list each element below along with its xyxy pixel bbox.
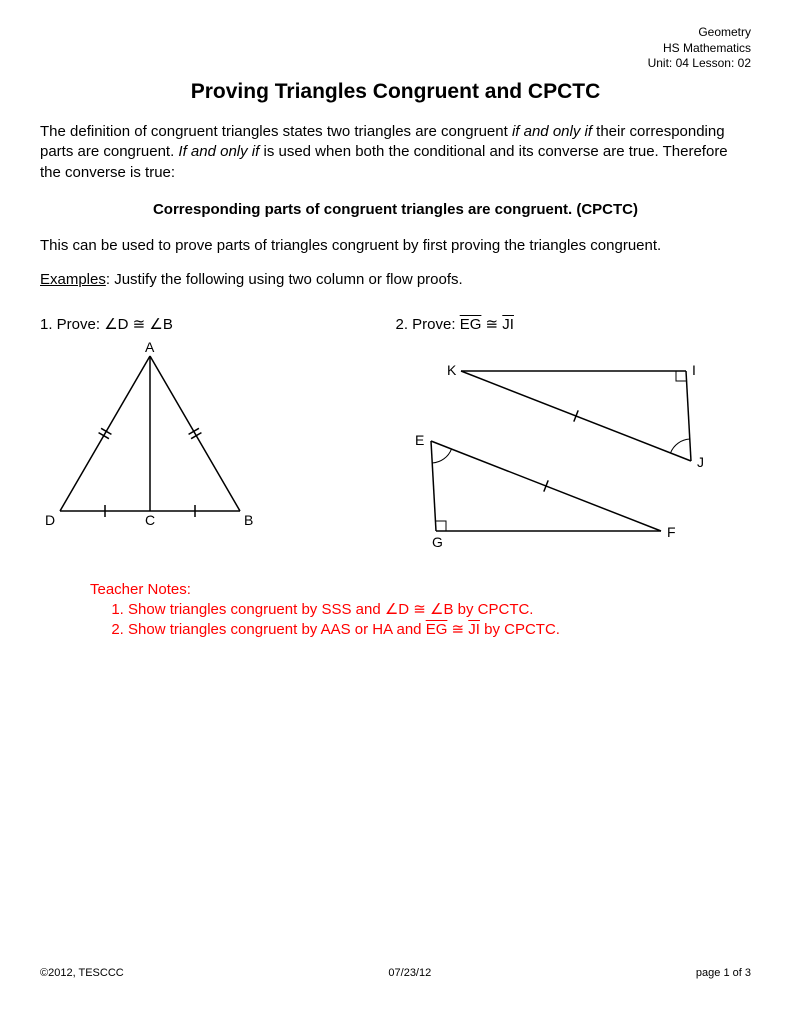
footer-left: ©2012, TESCCC <box>40 967 124 979</box>
svg-text:G: G <box>432 534 443 550</box>
svg-text:F: F <box>667 524 676 540</box>
header-meta: Geometry HS Mathematics Unit: 04 Lesson:… <box>648 25 751 72</box>
examples-line: Examples: Justify the following using tw… <box>40 270 751 290</box>
problem-1-prove: 1. Prove: ∠D ≅ ∠B <box>40 315 396 333</box>
svg-text:D: D <box>45 512 55 528</box>
footer-right: page 1 of 3 <box>696 967 751 979</box>
note-2: Show triangles congruent by AAS or HA an… <box>128 620 751 638</box>
problem-2-prove: 2. Prove: EG ≅ JI <box>396 315 752 333</box>
problem-1: 1. Prove: ∠D ≅ ∠B A D B C <box>40 315 396 561</box>
figure-1: A D B C <box>40 341 260 541</box>
footer: ©2012, TESCCC 07/23/12 page 1 of 3 <box>40 967 751 979</box>
header-subject: HS Mathematics <box>648 41 751 57</box>
header-unit: Unit: 04 Lesson: 02 <box>648 56 751 72</box>
figure-2: K I J E G F <box>396 341 716 561</box>
problems-row: 1. Prove: ∠D ≅ ∠B A D B C 2. Prove: EG ≅ JI… <box>40 315 751 561</box>
page-title: Proving Triangles Congruent and CPCTC <box>40 80 751 104</box>
problem-2: 2. Prove: EG ≅ JI K I J E G F <box>396 315 752 561</box>
note-1: Show triangles congruent by SSS and ∠D ≅… <box>128 600 751 618</box>
cpctc-statement: Corresponding parts of congruent triangl… <box>40 201 751 218</box>
svg-text:E: E <box>415 432 424 448</box>
svg-text:J: J <box>697 454 704 470</box>
footer-center: 07/23/12 <box>388 967 431 979</box>
svg-text:A: A <box>145 341 155 355</box>
svg-text:I: I <box>692 362 696 378</box>
svg-text:K: K <box>447 362 457 378</box>
intro-paragraph: The definition of congruent triangles st… <box>40 122 751 183</box>
svg-text:C: C <box>145 512 155 528</box>
svg-text:B: B <box>244 512 253 528</box>
teacher-notes-heading: Teacher Notes: <box>90 581 191 598</box>
header-course: Geometry <box>648 25 751 41</box>
usage-text: This can be used to prove parts of trian… <box>40 236 751 256</box>
teacher-notes: Teacher Notes: Show triangles congruent … <box>90 581 751 638</box>
